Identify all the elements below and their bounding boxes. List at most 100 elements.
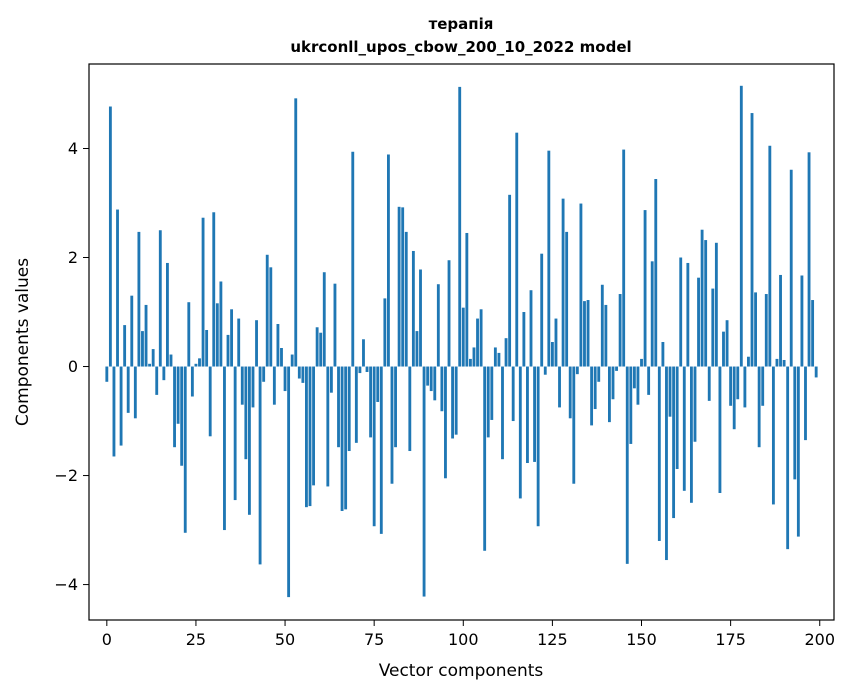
bar <box>194 363 198 367</box>
bar <box>280 348 283 367</box>
bar <box>529 290 533 367</box>
y-axis-label: Components values <box>13 258 33 426</box>
bar <box>718 366 722 493</box>
y-tick-label: −4 <box>54 575 78 594</box>
bar <box>340 366 344 511</box>
bar <box>258 366 262 565</box>
bar <box>337 366 340 448</box>
bar <box>329 366 333 393</box>
bar <box>319 332 323 367</box>
bar <box>440 366 444 412</box>
x-tick-label: 200 <box>804 630 835 649</box>
bar <box>583 301 586 367</box>
bar <box>187 302 191 367</box>
bar <box>761 366 765 406</box>
bar <box>540 253 544 367</box>
bar <box>272 366 276 405</box>
bar <box>133 366 137 419</box>
bar <box>351 151 355 367</box>
bar <box>429 366 433 392</box>
bar <box>333 283 337 367</box>
bar <box>433 366 437 401</box>
bar <box>137 231 141 367</box>
bar <box>468 358 472 367</box>
bar <box>804 366 807 441</box>
bar <box>301 366 305 383</box>
bar <box>654 179 658 367</box>
bar <box>244 366 248 460</box>
plot-frame <box>88 63 835 621</box>
bar <box>379 366 383 534</box>
bar <box>483 366 487 551</box>
bar <box>511 366 515 422</box>
bar <box>105 366 109 382</box>
bar <box>497 352 501 367</box>
bar <box>558 366 561 408</box>
bar <box>215 303 219 367</box>
bar <box>465 232 469 367</box>
x-tick-label: 150 <box>626 630 657 649</box>
bar <box>754 292 757 367</box>
bar <box>123 325 127 367</box>
bar <box>447 260 451 367</box>
bar <box>568 366 572 419</box>
bar <box>768 145 772 367</box>
bar <box>722 331 725 367</box>
bar <box>151 349 155 367</box>
bar <box>640 358 643 367</box>
bar <box>365 366 369 372</box>
bar <box>283 366 287 392</box>
bar <box>501 366 504 460</box>
bar <box>764 294 768 367</box>
bar <box>493 347 497 367</box>
bar <box>490 366 494 420</box>
x-tick-label: 100 <box>448 630 479 649</box>
bar <box>344 366 348 510</box>
bar <box>650 261 654 367</box>
bar <box>387 154 390 367</box>
bar <box>522 312 526 367</box>
x-tick-label: 25 <box>186 630 206 649</box>
bar <box>436 284 440 367</box>
chart-subtitle: ukrconll_upos_cbow_200_10_2022 model <box>290 38 631 56</box>
bar <box>247 366 251 515</box>
bar <box>682 366 686 491</box>
bar <box>743 366 747 408</box>
bar <box>604 304 608 367</box>
bar <box>618 294 622 367</box>
bar <box>590 366 594 426</box>
bar <box>362 339 365 367</box>
bar <box>554 318 558 367</box>
bar <box>305 366 308 508</box>
bar <box>622 149 626 367</box>
bar <box>693 366 697 442</box>
bar <box>372 366 376 527</box>
bar <box>119 366 123 446</box>
bar <box>707 366 711 401</box>
bar <box>162 366 166 381</box>
x-tick-label: 0 <box>102 630 112 649</box>
bar <box>508 194 512 367</box>
bar <box>237 318 241 367</box>
bar <box>725 320 729 367</box>
bar <box>190 366 194 397</box>
bar <box>297 366 301 379</box>
y-tick-label: −2 <box>54 466 78 485</box>
bar <box>675 366 679 470</box>
bar <box>205 330 209 367</box>
bar <box>807 152 811 367</box>
bar <box>176 366 180 424</box>
bar <box>451 366 455 439</box>
bar <box>426 366 430 386</box>
bar <box>198 358 201 367</box>
bar <box>240 366 244 405</box>
bar <box>269 267 273 367</box>
bar <box>636 366 640 405</box>
bar <box>347 366 351 452</box>
bar <box>183 366 187 533</box>
bar <box>771 366 775 505</box>
bar <box>793 366 797 480</box>
x-tick-label: 50 <box>275 630 295 649</box>
bar <box>550 342 554 367</box>
bar <box>547 150 551 367</box>
